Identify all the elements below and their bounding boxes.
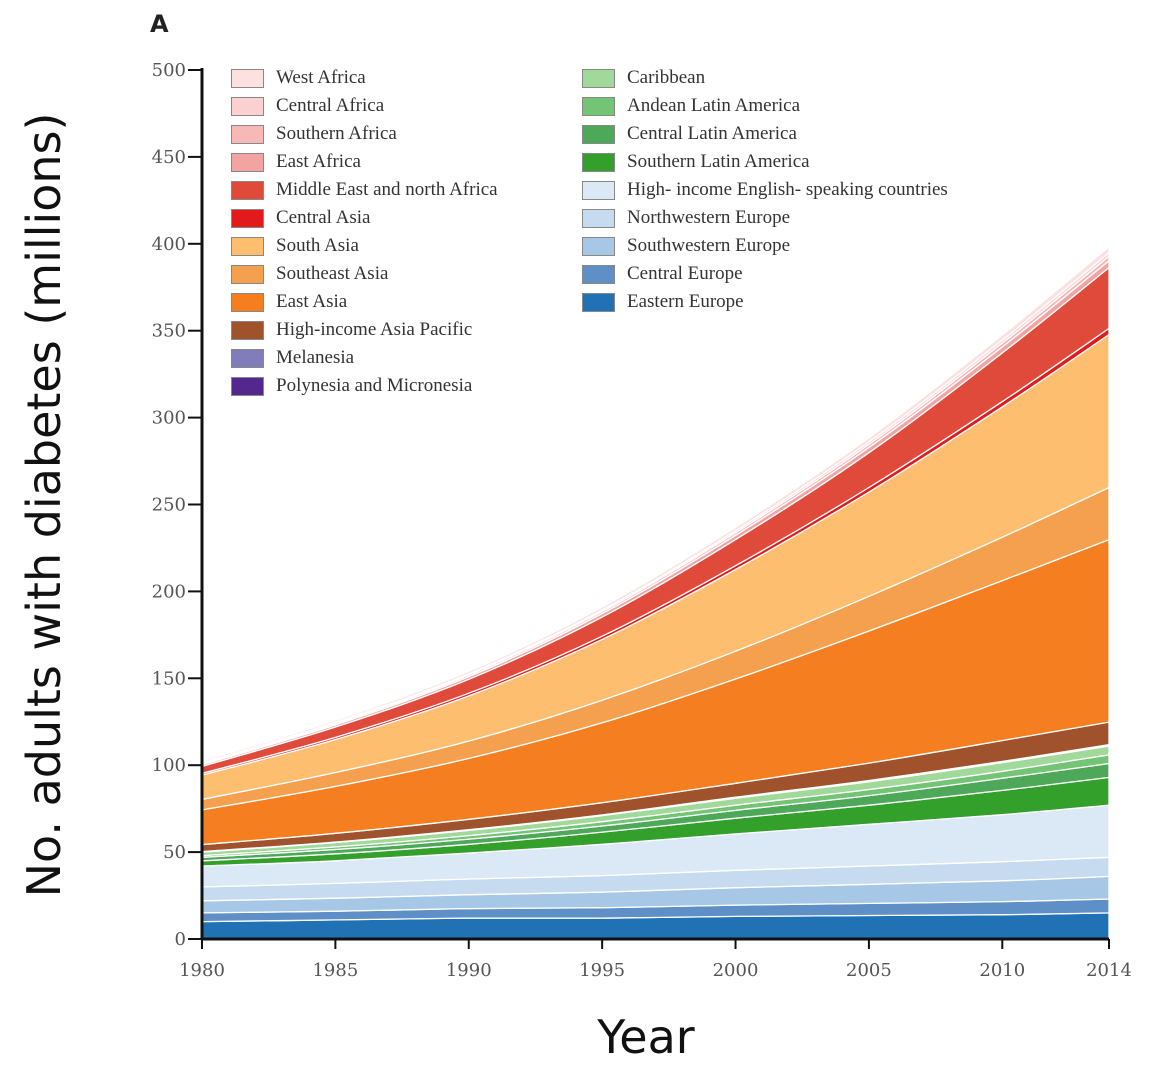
y-tick-label-200: 200 bbox=[152, 581, 186, 602]
legend-label: Southwestern Europe bbox=[627, 235, 791, 256]
legend-label: East Africa bbox=[276, 151, 361, 172]
y-tick-label-150: 150 bbox=[152, 668, 186, 689]
x-tick-label-2014: 2014 bbox=[1086, 960, 1132, 981]
x-tick-label-2010: 2010 bbox=[979, 960, 1025, 981]
legend-item-melanesia: Melanesia bbox=[231, 344, 498, 372]
legend-label: Central Africa bbox=[276, 95, 385, 116]
legend-label: Southern Latin America bbox=[627, 151, 810, 172]
x-tick-label-2005: 2005 bbox=[846, 960, 892, 981]
legend-label: Northwestern Europe bbox=[627, 207, 791, 228]
legend-item-central-latin-america: Central Latin America bbox=[582, 120, 948, 148]
y-tick-label-400: 400 bbox=[152, 234, 186, 255]
legend-label: High-income Asia Pacific bbox=[276, 319, 473, 340]
legend-label: South Asia bbox=[276, 235, 359, 256]
legend-label: Central Asia bbox=[276, 207, 371, 228]
legend-swatch bbox=[231, 180, 264, 200]
legend-item-southern-africa: Southern Africa bbox=[231, 120, 498, 148]
legend-label: Eastern Europe bbox=[627, 291, 744, 312]
legend-item-west-africa: West Africa bbox=[231, 64, 498, 92]
axes-layer: 0 50 100 150 200 250 300 350 400 450 500 1980 1985 19… bbox=[152, 60, 1132, 981]
y-tick-label-450: 450 bbox=[152, 147, 186, 168]
legend-item-southern-latin-america: Southern Latin America bbox=[582, 148, 948, 176]
legend-item-high-income-english-speaking-countries: High- income English- speaking countries bbox=[582, 176, 948, 204]
y-tick-label-50: 50 bbox=[163, 842, 186, 863]
legend-label: Southern Africa bbox=[276, 123, 397, 144]
legend-swatch bbox=[582, 292, 615, 312]
legend-swatch bbox=[582, 180, 615, 200]
x-tick-label-1980: 1980 bbox=[179, 960, 225, 981]
legend-label: Polynesia and Micronesia bbox=[276, 375, 473, 396]
y-tick-label-350: 350 bbox=[152, 321, 186, 342]
legend-swatch bbox=[582, 264, 615, 284]
legend-swatch bbox=[582, 124, 615, 144]
legend-item-caribbean: Caribbean bbox=[582, 64, 948, 92]
legend-swatch bbox=[582, 236, 615, 256]
legend-label: Middle East and north Africa bbox=[276, 179, 498, 200]
legend-item-southwestern-europe: Southwestern Europe bbox=[582, 232, 948, 260]
legend-item-central-asia: Central Asia bbox=[231, 204, 498, 232]
legend-swatch bbox=[582, 68, 615, 88]
legend-item-middle-east-and-north-africa: Middle East and north Africa bbox=[231, 176, 498, 204]
legend-swatch bbox=[231, 208, 264, 228]
x-tick-label-2000: 2000 bbox=[713, 960, 759, 981]
legend-item-central-africa: Central Africa bbox=[231, 92, 498, 120]
x-tick-label-1985: 1985 bbox=[312, 960, 358, 981]
legend-swatch bbox=[231, 96, 264, 116]
legend-item-central-europe: Central Europe bbox=[582, 260, 948, 288]
legend-swatch bbox=[231, 124, 264, 144]
y-tick-label-0: 0 bbox=[175, 929, 186, 950]
legend-swatch bbox=[231, 264, 264, 284]
legend-item-andean-latin-america: Andean Latin America bbox=[582, 92, 948, 120]
legend-swatch bbox=[231, 376, 264, 396]
legend-label: Andean Latin America bbox=[627, 95, 801, 116]
legend-swatch bbox=[231, 348, 264, 368]
legend-swatch bbox=[231, 152, 264, 172]
x-axis-label: Year bbox=[597, 1010, 695, 1064]
area-layer bbox=[201, 245, 1110, 940]
legend-swatch bbox=[582, 96, 615, 116]
area-west-africa bbox=[201, 245, 1110, 764]
x-tick-label-1990: 1990 bbox=[446, 960, 492, 981]
legend-label: Caribbean bbox=[627, 67, 706, 88]
y-tick-label-300: 300 bbox=[152, 408, 186, 429]
legend-item-southeast-asia: Southeast Asia bbox=[231, 260, 498, 288]
legend-column-2: Caribbean Andean Latin America Central Lat… bbox=[582, 64, 948, 316]
legend-swatch bbox=[231, 320, 264, 340]
legend-column-1: West Africa Central Africa Southern Africa… bbox=[231, 64, 498, 400]
legend-label: East Asia bbox=[276, 291, 348, 312]
legend-item-east-africa: East Africa bbox=[231, 148, 498, 176]
legend-label: Central Latin America bbox=[627, 123, 797, 144]
x-tick-label-1995: 1995 bbox=[579, 960, 625, 981]
legend-label: Southeast Asia bbox=[276, 263, 389, 284]
legend-item-south-asia: South Asia bbox=[231, 232, 498, 260]
legend-label: Central Europe bbox=[627, 263, 743, 284]
legend-item-east-asia: East Asia bbox=[231, 288, 498, 316]
legend-swatch bbox=[231, 236, 264, 256]
legend-item-eastern-europe: Eastern Europe bbox=[582, 288, 948, 316]
legend-label: High- income English- speaking countries bbox=[627, 179, 948, 200]
y-axis-label: No. adults with diabetes (millions) bbox=[17, 112, 71, 898]
legend-swatch bbox=[231, 292, 264, 312]
panel-label: A bbox=[150, 10, 169, 38]
legend-item-high-income-asia-pacific: High-income Asia Pacific bbox=[231, 316, 498, 344]
legend-swatch bbox=[582, 208, 615, 228]
legend-swatch bbox=[582, 152, 615, 172]
y-tick-label-100: 100 bbox=[152, 755, 186, 776]
y-tick-label-250: 250 bbox=[152, 495, 186, 516]
legend-label: Melanesia bbox=[276, 347, 355, 368]
legend-label: West Africa bbox=[276, 67, 366, 88]
legend-swatch bbox=[231, 68, 264, 88]
legend-item-northwestern-europe: Northwestern Europe bbox=[582, 204, 948, 232]
legend-item-polynesia-and-micronesia: Polynesia and Micronesia bbox=[231, 372, 498, 400]
y-tick-label-500: 500 bbox=[152, 60, 186, 81]
